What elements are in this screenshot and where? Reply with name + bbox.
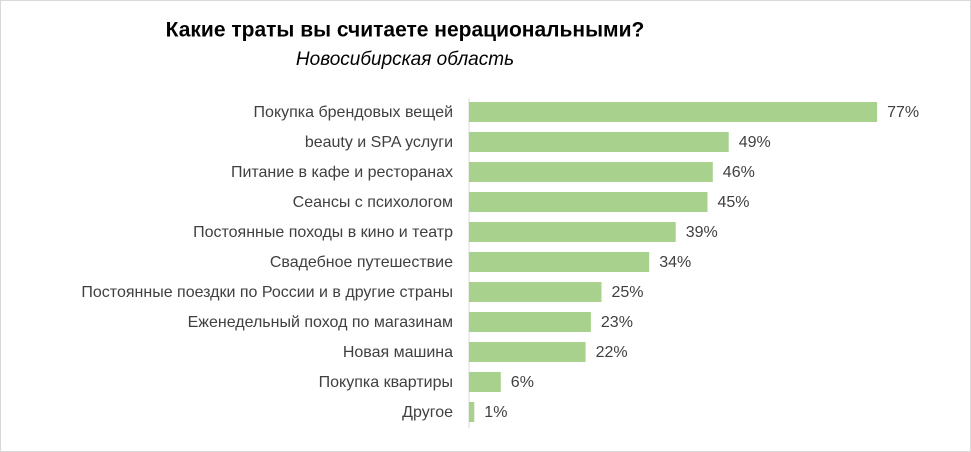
value-label: 6%: [511, 374, 534, 391]
category-label: Питание в кафе и ресторанах: [231, 164, 453, 181]
bar: [469, 162, 713, 182]
bar: [469, 342, 586, 362]
bar: [469, 252, 650, 272]
bar: [469, 402, 475, 422]
category-label: Покупка брендовых вещей: [254, 104, 453, 121]
category-label: Новая машина: [343, 344, 453, 361]
bar: [469, 132, 729, 152]
chart-title: Какие траты вы считаете нерациональными?: [166, 19, 645, 42]
category-label: Другое: [402, 404, 453, 421]
value-label: 25%: [612, 284, 644, 301]
value-label: 45%: [718, 194, 750, 211]
value-label: 49%: [739, 134, 771, 151]
category-label: Постоянные поездки по России и в другие …: [81, 284, 453, 301]
bar: [469, 372, 501, 392]
bar: [469, 192, 708, 212]
category-label: Сеансы с психологом: [293, 194, 453, 211]
value-label: 1%: [484, 404, 507, 421]
category-label: beauty и SPA услуги: [305, 134, 453, 151]
category-label: Постоянные походы в кино и театр: [193, 224, 453, 241]
bar: [469, 312, 591, 332]
value-label: 46%: [723, 164, 755, 181]
value-label: 22%: [596, 344, 628, 361]
chart-subtitle: Новосибирская область: [296, 49, 514, 70]
value-label: 23%: [601, 314, 633, 331]
category-label: Свадебное путешествие: [270, 254, 453, 271]
bar: [469, 282, 602, 302]
value-label: 77%: [887, 104, 919, 121]
value-label: 34%: [659, 254, 691, 271]
category-label: Покупка квартиры: [319, 374, 453, 391]
bar: [469, 222, 676, 242]
value-label: 39%: [686, 224, 718, 241]
bar: [469, 102, 878, 122]
category-label: Еженедельный поход по магазинам: [188, 314, 453, 331]
